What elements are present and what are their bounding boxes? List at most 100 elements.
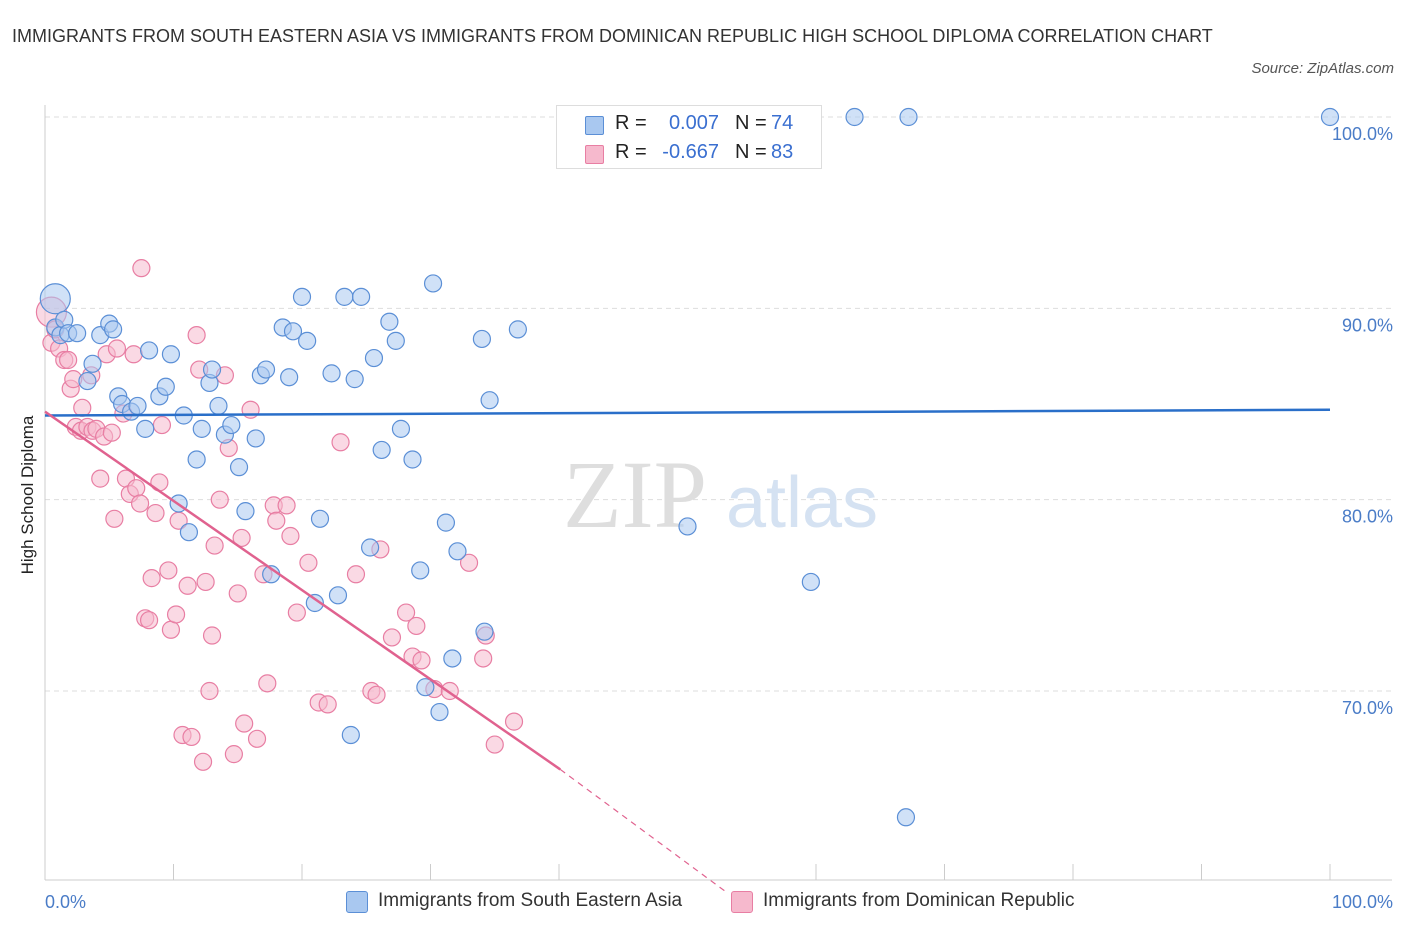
- dominican-republic-point: [182, 727, 201, 747]
- south-eastern-asia-point: [161, 345, 181, 364]
- legend-r-value: 0.007: [668, 112, 719, 134]
- y-tick-labels: 70.0% 80.0% 90.0% 100.0%: [1332, 124, 1393, 718]
- series-dominican-republic: [35, 259, 524, 771]
- legend-swatch-blue: [585, 116, 604, 135]
- south-eastern-asia-point: [364, 348, 384, 368]
- south-eastern-asia-point: [328, 586, 348, 605]
- dominican-republic-point: [247, 729, 267, 748]
- legend-r-value: -0.667: [662, 141, 719, 163]
- dominican-republic-point: [166, 605, 186, 624]
- south-eastern-asia-point: [187, 450, 206, 469]
- legend-n-value: 83: [771, 141, 794, 163]
- dominican-republic-point: [202, 626, 222, 645]
- dominican-republic-point: [407, 616, 426, 636]
- south-eastern-asia-point: [283, 322, 303, 341]
- dominican-republic-point: [412, 651, 431, 670]
- legend-label: Immigrants from Dominican Republic: [763, 890, 1075, 911]
- south-eastern-asia-point: [78, 371, 97, 391]
- south-eastern-asia-point: [361, 538, 380, 557]
- legend-row-pink: R = -0.667 N = 83: [557, 138, 821, 168]
- dominican-republic-point: [277, 496, 296, 515]
- legend-r-label: R =: [615, 112, 647, 134]
- south-eastern-asia-point: [341, 725, 360, 745]
- y-tick-label: 70.0%: [1342, 698, 1393, 718]
- dominican-republic-point: [107, 339, 127, 358]
- south-eastern-asia-point: [136, 419, 155, 438]
- south-eastern-asia-point: [128, 396, 147, 416]
- south-eastern-asia-point: [335, 287, 354, 306]
- dominican-republic-point: [132, 259, 151, 278]
- south-eastern-asia-point: [256, 360, 276, 379]
- dominican-republic-point: [474, 649, 493, 668]
- south-eastern-asia-point: [179, 523, 199, 542]
- south-eastern-asia-point: [202, 360, 222, 379]
- south-eastern-asia-point: [292, 287, 312, 306]
- dominican-republic-point: [382, 628, 402, 647]
- south-eastern-asia-point: [209, 396, 228, 416]
- south-eastern-asia-point: [229, 458, 249, 477]
- dominican-republic-point: [281, 526, 300, 546]
- south-eastern-asia-point: [416, 678, 435, 697]
- y-axis-label: High School Diploma: [18, 415, 37, 574]
- legend-n-label: N =: [735, 112, 767, 134]
- south-eastern-asia-point: [1320, 107, 1340, 127]
- dominican-republic-point: [228, 584, 247, 603]
- dominican-republic-point: [346, 565, 366, 584]
- dominican-republic-point: [142, 569, 161, 588]
- south-eastern-asia-point: [430, 702, 449, 722]
- south-eastern-asia-point: [104, 320, 123, 339]
- chart-title: IMMIGRANTS FROM SOUTH EASTERN ASIA VS IM…: [12, 26, 1213, 46]
- dominican-republic-point: [146, 503, 165, 523]
- dominican-republic-point: [152, 415, 172, 435]
- south-eastern-asia-point: [192, 419, 211, 438]
- series-legend: Immigrants from South Eastern Asia Immig…: [0, 890, 1406, 916]
- trend-line-dominican-republic: [44, 410, 561, 771]
- south-eastern-asia-point: [310, 509, 330, 528]
- south-eastern-asia-point: [222, 415, 241, 435]
- dominican-republic-point: [73, 398, 92, 417]
- dominican-republic-point: [232, 528, 251, 548]
- x-tick-label: 100.0%: [1332, 892, 1393, 912]
- legend-row-blue: R = 0.007 N = 74: [557, 109, 821, 139]
- south-eastern-asia-point: [298, 331, 317, 350]
- dominican-republic-point: [130, 494, 150, 513]
- south-eastern-asia-point: [475, 622, 494, 641]
- dominican-republic-point: [299, 553, 318, 572]
- south-eastern-asia-point: [345, 370, 364, 389]
- legend-n-value: 74: [771, 112, 794, 134]
- south-eastern-asia-point: [472, 329, 491, 349]
- south-eastern-asia-point: [68, 324, 87, 343]
- dominican-republic-point: [396, 603, 416, 622]
- trend-lines: [44, 408, 1331, 893]
- dominican-republic-point: [193, 752, 213, 771]
- dominican-republic-point: [105, 509, 124, 528]
- dominican-republic-point: [124, 345, 143, 364]
- dominican-republic-point: [331, 433, 350, 452]
- dominican-republic-point: [159, 561, 178, 580]
- dominican-republic-point: [318, 695, 337, 714]
- south-eastern-asia-point: [403, 450, 422, 469]
- south-eastern-asia-point: [391, 419, 411, 438]
- trend-line-south-eastern-asia: [44, 408, 1331, 417]
- south-eastern-asia-point: [305, 593, 324, 613]
- y-tick-label: 80.0%: [1342, 507, 1393, 527]
- south-eastern-asia-point: [899, 107, 918, 127]
- axes: [44, 105, 1392, 881]
- trend-line-dominican-republic-extension: [559, 768, 727, 893]
- dominican-republic-point: [161, 620, 181, 639]
- south-eastern-asia-point: [83, 354, 102, 373]
- dominican-republic-point: [258, 674, 277, 693]
- south-eastern-asia-point: [678, 517, 697, 536]
- dominican-republic-point: [196, 572, 215, 592]
- legend-n-label: N =: [735, 141, 767, 163]
- watermark-atlas: atlas: [726, 463, 878, 543]
- dominican-republic-point: [367, 685, 386, 704]
- source-label: Source: ZipAtlas.com: [1251, 60, 1394, 77]
- south-eastern-asia-point: [896, 808, 916, 827]
- x-tick-labels: 0.0% 100.0%: [45, 892, 1393, 912]
- south-eastern-asia-point: [380, 312, 399, 331]
- watermark: ZIP atlas: [563, 441, 878, 548]
- south-eastern-asia-point: [39, 283, 71, 315]
- x-tick-marks: [44, 864, 1331, 880]
- south-eastern-asia-point: [845, 107, 864, 127]
